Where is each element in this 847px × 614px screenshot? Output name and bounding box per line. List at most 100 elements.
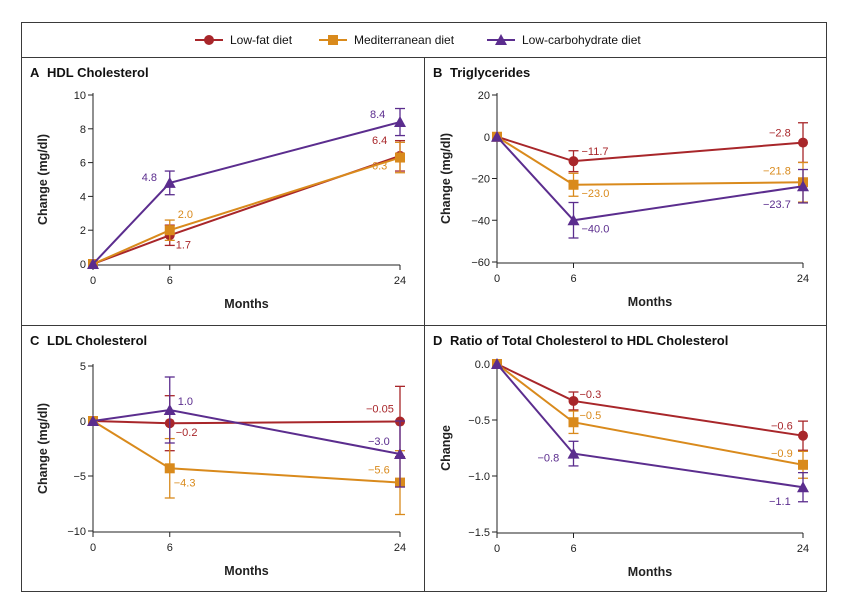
panel-d: D Ratio of Total Cholesterol to HDL Chole…: [433, 333, 809, 579]
y-axis-title: Change (mg/dl): [36, 403, 50, 494]
series-line: [92, 420, 401, 425]
series-mediterranean-diet: 2.0 6.3: [88, 141, 405, 269]
data-label: 2.0: [178, 209, 193, 221]
data-label: −3.0: [368, 436, 390, 448]
data-point: [798, 430, 808, 441]
panel-b: B Triglycerides −60 −40 −20 0 20 0 6 24 Months Chan…: [433, 65, 809, 309]
legend-marker: [204, 35, 214, 45]
legend-entry-3: Low-carbohydrate diet: [487, 33, 641, 47]
panel-c: C LDL Cholesterol −10 −5 0 5 0 6 24 Months Change …: [30, 333, 406, 578]
data-point: [394, 448, 406, 459]
series-line: [92, 156, 401, 265]
data-label: −2.8: [769, 128, 791, 140]
data-label: 6.3: [372, 161, 387, 173]
data-point: [568, 395, 579, 406]
x-axis-title: Months: [224, 564, 268, 578]
x-tick-label: 6: [570, 273, 576, 285]
panel-title: LDL Cholesterol: [47, 333, 147, 348]
legend-entry-2: Mediterranean diet: [319, 33, 455, 47]
panel-letter: C: [30, 333, 40, 348]
y-tick-label: −1.0: [468, 471, 490, 483]
legend-entry-1: Low-fat diet: [195, 33, 293, 47]
data-point: [491, 358, 503, 369]
panel-title: Triglycerides: [450, 65, 530, 80]
legend-label: Low-carbohydrate diet: [522, 33, 641, 47]
series-line: [496, 135, 804, 186]
data-label: 1.0: [178, 396, 193, 408]
data-point: [87, 415, 99, 426]
data-label: −0.2: [176, 427, 198, 439]
x-tick-label: 0: [90, 542, 96, 554]
data-point: [798, 137, 808, 148]
legend-marker: [495, 34, 507, 45]
series-line: [496, 135, 804, 163]
data-point: [567, 214, 580, 226]
data-point: [163, 176, 176, 188]
y-tick-label: 4: [80, 191, 86, 203]
y-tick-label: 10: [74, 90, 86, 102]
data-label: −0.05: [366, 404, 394, 416]
x-tick-label: 0: [90, 275, 96, 287]
series-mediterranean-diet: −0.5 −0.9: [492, 359, 808, 479]
data-label: −23.7: [763, 199, 791, 211]
y-tick-label: 0.0: [475, 359, 490, 371]
x-tick-label: 24: [394, 275, 406, 287]
panel-title: Ratio of Total Cholesterol to HDL Choles…: [450, 333, 728, 348]
panel-letter: A: [30, 65, 40, 80]
data-point: [797, 481, 809, 493]
data-point: [87, 258, 99, 269]
y-axis-title: Change (mg/dl): [439, 133, 453, 224]
data-label: −0.9: [771, 448, 793, 460]
y-tick-label: −10: [67, 526, 86, 538]
y-tick-label: 8: [80, 124, 86, 136]
legend: Low-fat diet Mediterranean diet Low-carboh…: [195, 33, 641, 47]
x-tick-label: 24: [797, 543, 809, 555]
data-label: −4.3: [174, 477, 196, 489]
legend-label: Mediterranean diet: [354, 33, 455, 47]
panel-letter: B: [433, 65, 442, 80]
data-label: −23.0: [582, 188, 610, 200]
y-tick-label: −20: [471, 174, 490, 186]
y-tick-label: −5: [73, 471, 86, 483]
y-tick-label: 0: [80, 259, 86, 271]
y-tick-label: 5: [80, 361, 86, 373]
series-line: [92, 408, 401, 455]
x-tick-label: 24: [797, 273, 809, 285]
data-point: [164, 463, 175, 474]
data-label: −11.7: [582, 146, 609, 158]
data-label: 4.8: [142, 172, 157, 184]
data-point: [798, 459, 808, 470]
series-low-fat-diet: 1.7 6.4: [88, 135, 405, 269]
x-axis-title: Months: [628, 295, 672, 309]
y-tick-label: −1.5: [468, 527, 490, 539]
x-axis-title: Months: [628, 565, 672, 579]
series-line: [496, 363, 804, 466]
series-mediterranean-diet: −4.3 −5.6: [88, 416, 405, 516]
x-tick-label: 24: [394, 542, 406, 554]
legend-label: Low-fat diet: [230, 33, 293, 47]
y-tick-label: −0.5: [468, 415, 490, 427]
data-label: −0.5: [580, 410, 602, 422]
data-label: 1.7: [176, 239, 191, 251]
data-label: −0.8: [538, 453, 560, 465]
y-tick-label: 0: [80, 416, 86, 428]
legend-marker: [328, 35, 338, 45]
y-tick-label: 6: [80, 158, 86, 170]
data-label: −1.1: [769, 496, 791, 508]
data-point: [394, 116, 406, 128]
x-tick-label: 6: [570, 543, 576, 555]
y-tick-label: 2: [80, 225, 86, 237]
series-low-carbohydrate-diet: −0.8 −1.1: [491, 358, 809, 508]
data-point: [568, 417, 579, 428]
data-point: [395, 152, 405, 163]
data-label: 6.4: [372, 135, 387, 147]
data-point: [568, 179, 579, 190]
series-line: [496, 363, 804, 489]
series-low-carbohydrate-diet: 1.0 −3.0: [87, 376, 406, 488]
data-point: [567, 447, 580, 459]
x-tick-label: 0: [494, 273, 500, 285]
data-label: −5.6: [368, 465, 390, 477]
y-axis-title: Change (mg/dl): [36, 134, 50, 225]
